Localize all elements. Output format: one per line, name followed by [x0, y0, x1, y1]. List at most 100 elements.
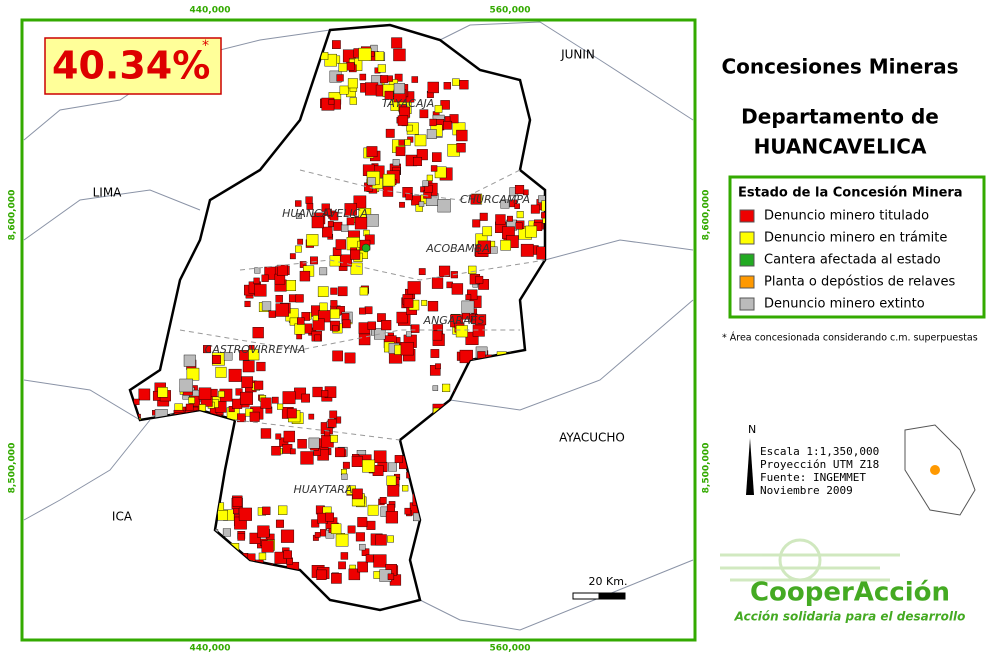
parcel	[418, 268, 426, 276]
parcel	[430, 349, 440, 358]
subtitle: Departamento de	[741, 105, 939, 129]
coord-label: 8,600,000	[702, 190, 712, 241]
parcel	[387, 535, 394, 543]
parcel	[366, 520, 376, 530]
parcel	[490, 246, 498, 254]
parcel	[530, 204, 540, 214]
parcel	[387, 484, 400, 497]
parcel	[330, 308, 340, 319]
parcel	[394, 455, 403, 464]
parcel	[321, 390, 329, 398]
parcel	[297, 238, 304, 245]
parcel	[271, 445, 281, 456]
parcel	[258, 552, 267, 561]
parcel	[336, 74, 344, 82]
parcel	[289, 253, 296, 260]
parcel	[240, 391, 253, 405]
parcel	[386, 503, 395, 512]
parcel	[431, 277, 444, 289]
parcel	[277, 264, 288, 276]
parcel	[312, 386, 323, 398]
parcel	[359, 543, 366, 551]
parcel	[335, 239, 346, 250]
parcel	[254, 267, 261, 274]
parcel	[361, 243, 371, 253]
province-label: ACOBAMBA	[425, 242, 490, 255]
parcel	[340, 552, 349, 560]
parcel	[296, 333, 303, 340]
parcel	[459, 80, 469, 90]
parcel	[373, 554, 387, 568]
locator-dot	[930, 465, 940, 475]
parcel	[305, 196, 313, 204]
parcel	[400, 342, 414, 356]
parcel	[314, 334, 321, 342]
parcel	[514, 185, 525, 195]
parcel	[308, 413, 315, 420]
parcel	[314, 532, 321, 538]
parcel	[468, 265, 477, 274]
parcel	[443, 82, 451, 90]
parcel	[330, 287, 338, 295]
parcel	[282, 391, 296, 405]
parcel	[459, 349, 473, 364]
parcel	[430, 165, 438, 172]
parcel	[374, 328, 386, 340]
parcel	[319, 302, 328, 311]
parcel	[443, 120, 452, 130]
parcel	[359, 73, 367, 81]
legend-label: Planta o depóstios de relaves	[764, 275, 955, 290]
province-label: HUAYTARA	[294, 483, 353, 496]
parcel	[316, 569, 327, 580]
region-label: LIMA	[93, 186, 123, 200]
parcel	[514, 203, 520, 209]
parcel	[422, 180, 429, 187]
percent: 40.34%	[52, 44, 210, 88]
parcel	[332, 350, 343, 362]
parcel	[299, 270, 311, 282]
parcel	[391, 37, 403, 49]
subtitle: HUANCAVELICA	[754, 135, 927, 159]
parcel	[300, 451, 314, 465]
parcel	[364, 306, 373, 315]
parcel	[308, 437, 320, 449]
parcel	[366, 214, 379, 227]
parcel	[317, 286, 329, 297]
parcel	[344, 203, 357, 216]
parcel	[212, 355, 221, 364]
parcel	[475, 314, 487, 326]
province-label: TAYACAJA	[382, 97, 435, 110]
parcel	[380, 75, 389, 84]
parcel	[465, 294, 472, 301]
parcel	[327, 418, 337, 428]
parcel	[238, 507, 252, 521]
parcel	[477, 240, 491, 254]
parcel	[223, 351, 233, 361]
parcel	[475, 275, 484, 284]
legend-swatch	[739, 231, 755, 245]
parcel	[470, 194, 481, 205]
parcel	[432, 152, 442, 162]
parcel	[338, 63, 348, 72]
parcel	[396, 311, 408, 324]
parcel	[295, 245, 302, 253]
parcel	[254, 380, 264, 390]
parcel	[516, 211, 524, 219]
parcel	[366, 146, 378, 158]
coord-label: 8,500,000	[8, 443, 18, 494]
parcel	[385, 511, 399, 524]
parcel	[346, 217, 355, 226]
parcel	[341, 473, 348, 480]
title: Concesiones Mineras	[721, 55, 958, 79]
parcel	[413, 157, 423, 167]
parcel	[419, 109, 429, 119]
parcel	[472, 219, 481, 228]
parcel	[358, 333, 371, 346]
parcel	[507, 215, 513, 222]
parcel	[350, 249, 361, 260]
parcel	[429, 118, 437, 127]
parcel	[434, 105, 443, 113]
legend-swatch	[739, 253, 755, 267]
parcel	[283, 550, 292, 559]
